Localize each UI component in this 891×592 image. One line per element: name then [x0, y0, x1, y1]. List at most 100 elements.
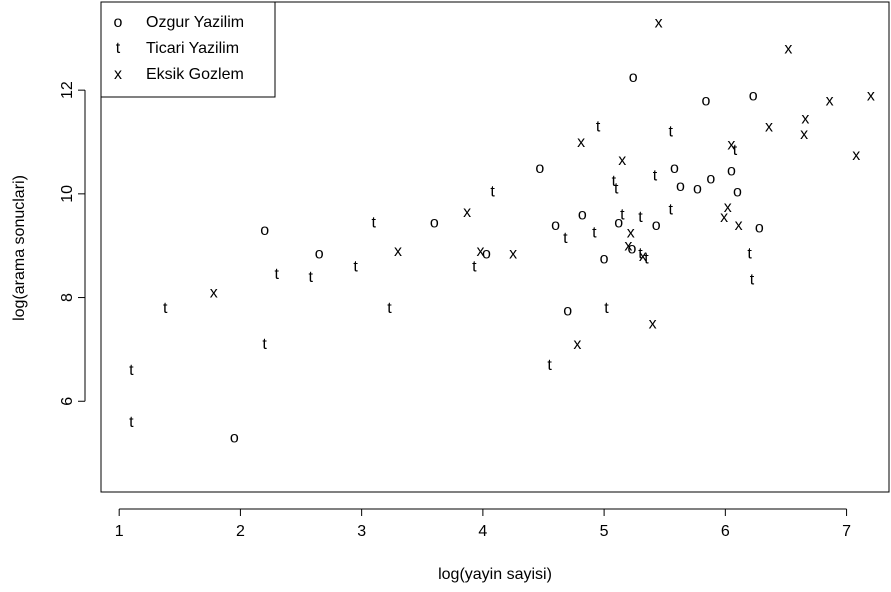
- data-point-ozgur: o: [629, 69, 638, 86]
- data-point-eksik: x: [800, 126, 808, 143]
- data-point-ozgur: o: [676, 178, 685, 195]
- data-point-ticari: t: [638, 209, 643, 226]
- data-point-ticari: t: [353, 258, 358, 275]
- data-point-ticari: t: [275, 266, 280, 283]
- data-point-ozgur: o: [600, 251, 609, 268]
- y-axis: 6 8 10 12: [59, 81, 86, 406]
- data-point-ticari: t: [604, 300, 609, 317]
- data-point-ozgur: o: [670, 160, 679, 177]
- data-point-ozgur: o: [727, 163, 736, 180]
- legend-marker-2: t: [116, 40, 121, 57]
- data-point-ozgur: o: [652, 217, 661, 234]
- data-point-ticari: t: [563, 230, 568, 247]
- data-point-ozgur: o: [733, 183, 742, 200]
- data-point-eksik: x: [210, 284, 218, 301]
- data-point-ozgur: o: [614, 214, 623, 231]
- data-point-ticari: t: [309, 269, 314, 286]
- x-tick-label: 6: [721, 523, 730, 540]
- data-point-ozgur: o: [563, 303, 572, 320]
- data-point-eksik: x: [577, 134, 585, 151]
- data-point-ozgur: o: [749, 87, 758, 104]
- x-tick-label: 7: [842, 523, 851, 540]
- data-point-ozgur: o: [578, 207, 587, 224]
- data-point-ozgur: o: [535, 160, 544, 177]
- data-point-ticari: t: [372, 214, 377, 231]
- data-point-ticari: t: [653, 168, 658, 185]
- data-point-ticari: t: [669, 201, 674, 218]
- data-point-ticari: t: [387, 300, 392, 317]
- data-point-ticari: t: [612, 173, 617, 190]
- data-point-eksik: x: [624, 238, 632, 255]
- data-point-eksik: x: [627, 225, 635, 242]
- data-point-eksik: x: [826, 93, 834, 110]
- data-point-eksik: x: [801, 111, 809, 128]
- data-point-ozgur: o: [693, 181, 702, 198]
- data-point-eksik: x: [476, 243, 484, 260]
- data-point-eksik: x: [618, 152, 626, 169]
- data-point-eksik: x: [720, 209, 728, 226]
- data-point-ozgur: o: [430, 214, 439, 231]
- data-point-eksik: x: [655, 15, 663, 32]
- x-tick-label: 2: [236, 523, 245, 540]
- data-point-ozgur: o: [706, 170, 715, 187]
- data-point-eksik: x: [784, 41, 792, 58]
- data-point-eksik: x: [509, 245, 517, 262]
- data-point-ticari: t: [262, 336, 267, 353]
- data-point-eksik: x: [573, 336, 581, 353]
- data-point-eksik: x: [724, 199, 732, 216]
- x-axis-label: log(yayin sayisi): [438, 566, 552, 583]
- data-point-ticari: t: [620, 207, 625, 224]
- data-point-eksik: x: [727, 137, 735, 154]
- data-point-eksik: x: [765, 118, 773, 135]
- data-point-ozgur: o: [230, 430, 239, 447]
- x-tick-label: 3: [357, 523, 366, 540]
- data-point-ozgur: o: [482, 245, 491, 262]
- y-tick-label: 10: [59, 185, 76, 203]
- data-point-eksik: x: [639, 248, 647, 265]
- data-point-eksik: x: [867, 87, 875, 104]
- legend: o Ozgur Yazilim t Ticari Yazilim x Eksik…: [100, 1, 276, 98]
- data-point-ticari: t: [638, 245, 643, 262]
- x-axis: 1 2 3 4 5 6 7: [115, 508, 851, 540]
- data-point-ticari: t: [163, 300, 168, 317]
- data-point-ticari: t: [596, 118, 601, 135]
- data-point-ticari: t: [547, 357, 552, 374]
- x-tick-label: 4: [478, 523, 487, 540]
- legend-label-2: Ticari Yazilim: [146, 40, 239, 57]
- data-point-eksik: x: [463, 204, 471, 221]
- legend-marker-3: x: [114, 66, 122, 83]
- y-tick-label: 12: [59, 81, 76, 99]
- legend-label-3: Eksik Gozlem: [146, 66, 244, 83]
- data-point-ozgur: o: [315, 245, 324, 262]
- data-point-ticari: t: [733, 142, 738, 159]
- y-tick-label: 8: [59, 293, 76, 302]
- data-point-ticari: t: [592, 225, 597, 242]
- x-tick-label: 5: [600, 523, 609, 540]
- data-point-ticari: t: [747, 245, 752, 262]
- data-point-ozgur: o: [628, 240, 637, 257]
- data-point-ozgur: o: [551, 217, 560, 234]
- legend-label-1: Ozgur Yazilim: [146, 14, 244, 31]
- legend-box: [100, 1, 276, 98]
- data-point-ozgur: o: [260, 222, 269, 239]
- data-point-eksik: x: [394, 243, 402, 260]
- data-point-eksik: x: [735, 217, 743, 234]
- data-point-ozgur: o: [701, 93, 710, 110]
- data-point-eksik: x: [852, 147, 860, 164]
- data-point-eksik: x: [649, 315, 657, 332]
- data-point-ticari: t: [669, 124, 674, 141]
- y-tick-label: 6: [59, 397, 76, 406]
- data-point-ticari: t: [472, 258, 477, 275]
- data-point-ozgur: o: [755, 220, 764, 237]
- data-point-ticari: t: [644, 251, 649, 268]
- y-axis-label: log(arama sonuclari): [11, 175, 28, 321]
- legend-marker-1: o: [114, 14, 123, 31]
- plot-frame: [100, 1, 890, 493]
- data-point-ticari: t: [129, 362, 134, 379]
- data-point-ticari: t: [614, 181, 619, 198]
- x-tick-label: 1: [115, 523, 124, 540]
- data-point-ticari: t: [490, 183, 495, 200]
- data-point-ticari: t: [750, 271, 755, 288]
